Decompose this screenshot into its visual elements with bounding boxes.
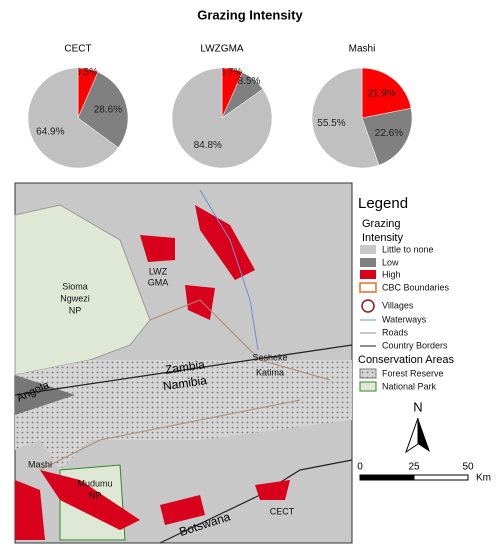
pie-slice: [77, 71, 129, 148]
forest-reserve: [15, 360, 352, 470]
map-label: LWZ: [149, 266, 168, 276]
pie-slice: [171, 67, 273, 169]
legend-heading: Intensity: [362, 232, 403, 244]
map-label: Mashi: [28, 459, 52, 469]
map-legend: Legend Grazing Intensity Little to none …: [357, 195, 491, 484]
north-arrow: [418, 418, 430, 452]
scale-segment: [359, 474, 415, 481]
map: Sioma Ngwezi NP LWZ GMA Sesheke Katima Z…: [14, 182, 353, 544]
scale-unit: Km: [476, 473, 491, 484]
map-label: Namibia: [162, 373, 208, 393]
legend-swatch: [359, 368, 377, 379]
legend-label: High: [382, 269, 401, 279]
map-label: Mudumu: [77, 478, 112, 488]
legend-swatch: [359, 282, 377, 293]
legend-heading: Conservation Areas: [358, 354, 454, 366]
map-label: NP: [69, 305, 82, 315]
map-label: CECT: [270, 506, 295, 516]
map-label: GMA: [148, 277, 169, 287]
value-label: 64.9%: [36, 127, 64, 138]
figure-title: Grazing Intensity: [197, 7, 303, 22]
value-label: 55.5%: [317, 118, 345, 129]
map-label: NP: [89, 490, 102, 500]
road: [39, 299, 331, 471]
pie-slice: [361, 67, 412, 119]
north-label: N: [413, 399, 422, 414]
legend-label: Roads: [382, 327, 409, 337]
angola-region: [15, 375, 75, 415]
value-label: 8.5%: [238, 76, 261, 87]
legend-label: Waterways: [382, 314, 427, 324]
legend-label: Villages: [382, 300, 414, 310]
pie-title: LWZGMA: [200, 44, 243, 55]
legend-label: CBC Boundaries: [382, 282, 450, 292]
legend-label: Country Borders: [382, 340, 448, 350]
pie-slice: [27, 67, 119, 169]
legend-label: Forest Reserve: [382, 368, 444, 378]
pie-charts: CECT 6.5% 28.6% 64.9% LWZGMA 6.7%8.5% 84.8% Mas…: [27, 44, 413, 169]
scale-label: 50: [462, 462, 474, 473]
pie-slice: [311, 67, 380, 169]
waterway: [199, 189, 259, 351]
map-label: Sioma: [62, 281, 88, 291]
value-label: 6.7%: [219, 67, 242, 78]
map-label: Sesheke: [252, 352, 287, 362]
scale-segment: [413, 474, 469, 481]
pie-title: CECT: [64, 44, 91, 55]
value-label: 22.6%: [375, 128, 403, 139]
legend-label: Low: [382, 257, 399, 267]
value-label: 28.6%: [94, 105, 122, 116]
scale-label: 0: [357, 462, 363, 473]
value-label: 84.8%: [194, 140, 222, 151]
pie-title: Mashi: [349, 44, 376, 55]
pie-slice: [361, 108, 413, 166]
scale-label: 25: [408, 462, 420, 473]
legend-label: National Park: [382, 381, 437, 391]
legend-label: Little to none: [382, 244, 434, 254]
high-area: [15, 470, 290, 540]
legend-swatch: [360, 270, 376, 279]
country-border: [14, 344, 353, 396]
legend-swatch: [360, 258, 376, 267]
value-label: 21.9%: [368, 89, 396, 100]
legend-swatch: [361, 299, 375, 313]
map-label: Zambia: [164, 357, 206, 376]
map-label: Ngwezi: [60, 293, 90, 303]
north-arrow: [405, 417, 419, 454]
map-label: Katima: [256, 367, 284, 377]
legend-swatch: [359, 381, 377, 392]
legend-title: Legend: [358, 195, 408, 212]
value-label: 6.5%: [75, 67, 98, 78]
legend-swatch: [360, 245, 376, 254]
legend-heading: Grazing: [362, 218, 401, 230]
